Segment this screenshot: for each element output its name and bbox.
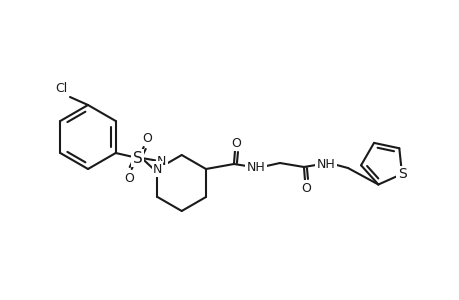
Text: N: N <box>157 154 166 167</box>
Text: O: O <box>230 136 241 149</box>
Text: NH: NH <box>316 158 335 170</box>
Text: O: O <box>123 172 134 184</box>
Text: N: N <box>152 163 162 176</box>
Text: NH: NH <box>246 160 265 173</box>
Text: O: O <box>141 131 151 145</box>
Text: O: O <box>300 182 310 194</box>
Text: Cl: Cl <box>56 82 68 95</box>
Text: S: S <box>133 151 142 166</box>
Text: S: S <box>397 167 405 181</box>
